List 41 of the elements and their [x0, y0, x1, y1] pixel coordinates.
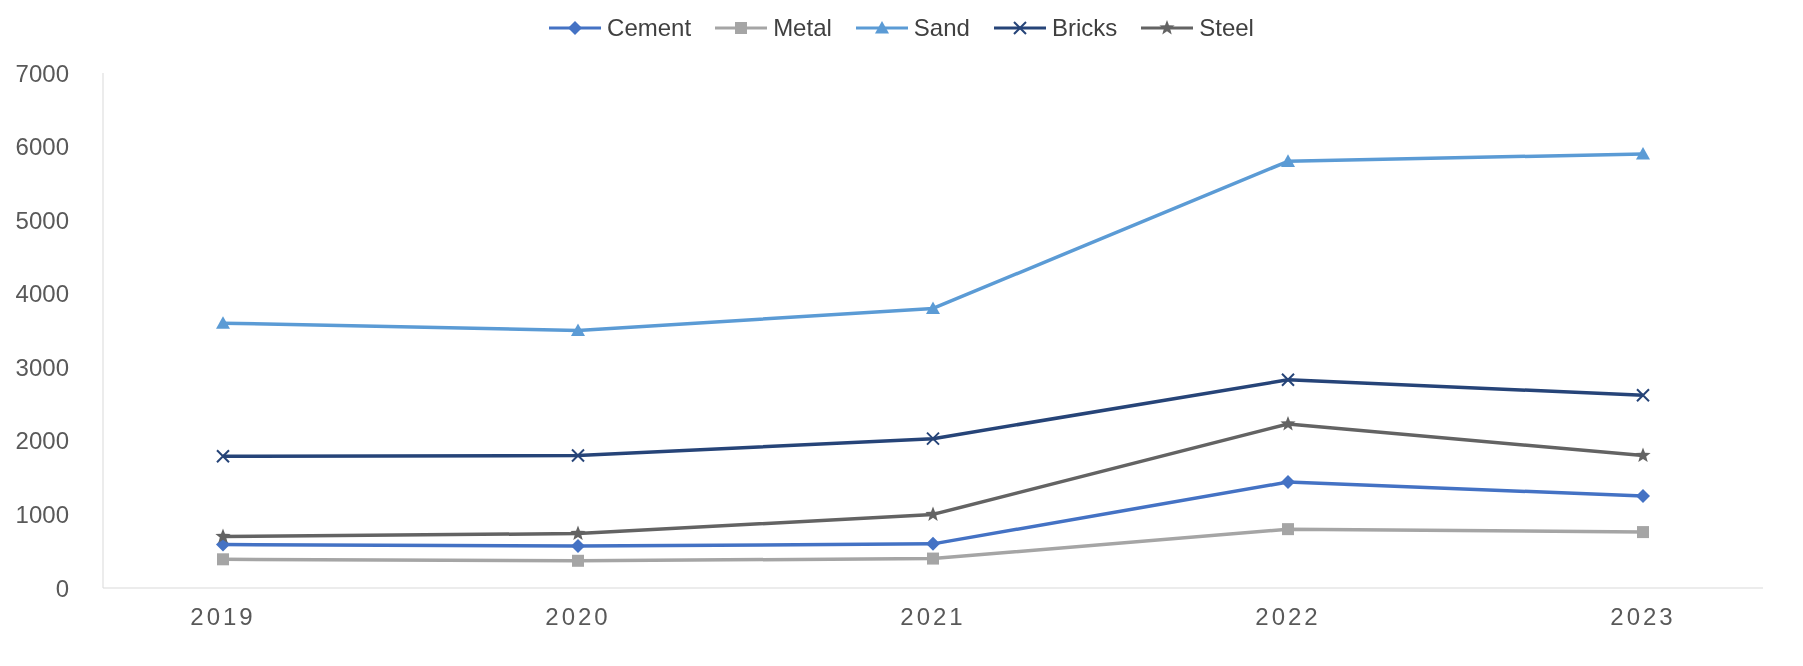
point — [1636, 388, 1650, 403]
point — [926, 301, 940, 315]
point — [1281, 372, 1295, 387]
y-tick-label: 7000 — [15, 59, 69, 87]
legend-label: Bricks — [1051, 14, 1118, 42]
x-tick-label: 2020 — [545, 603, 611, 631]
point — [1635, 447, 1651, 463]
legend-label: Sand — [913, 14, 970, 42]
x-tick-label: 2021 — [900, 603, 966, 631]
point — [217, 553, 229, 566]
legend-label: Cement — [607, 14, 692, 42]
point — [572, 554, 584, 567]
legend-label: Steel — [1199, 14, 1254, 42]
point — [927, 552, 939, 565]
point — [570, 525, 586, 541]
x-tick-label: 2022 — [1255, 603, 1321, 631]
point — [571, 539, 585, 554]
y-tick-label: 4000 — [15, 280, 69, 308]
y-tick-label: 2000 — [15, 427, 69, 455]
y-tick-label: 5000 — [15, 206, 69, 234]
y-tick-label: 6000 — [15, 133, 69, 161]
point — [571, 448, 585, 463]
x-tick-label: 2023 — [1610, 603, 1676, 631]
point — [1281, 475, 1295, 490]
point — [926, 536, 940, 551]
y-tick-label: 0 — [55, 574, 69, 602]
point — [1636, 489, 1650, 504]
point — [215, 528, 231, 543]
point — [216, 449, 230, 464]
point — [1280, 415, 1296, 431]
y-tick-label: 3000 — [15, 353, 69, 381]
point — [216, 316, 230, 329]
point — [926, 431, 940, 446]
y-tick-label: 1000 — [15, 500, 69, 528]
point — [1281, 154, 1295, 167]
point — [1282, 523, 1294, 536]
point — [571, 323, 585, 337]
legend-label: Metal — [773, 14, 832, 42]
point — [1636, 146, 1650, 160]
x-tick-label: 2019 — [190, 603, 256, 631]
point — [1637, 526, 1649, 539]
